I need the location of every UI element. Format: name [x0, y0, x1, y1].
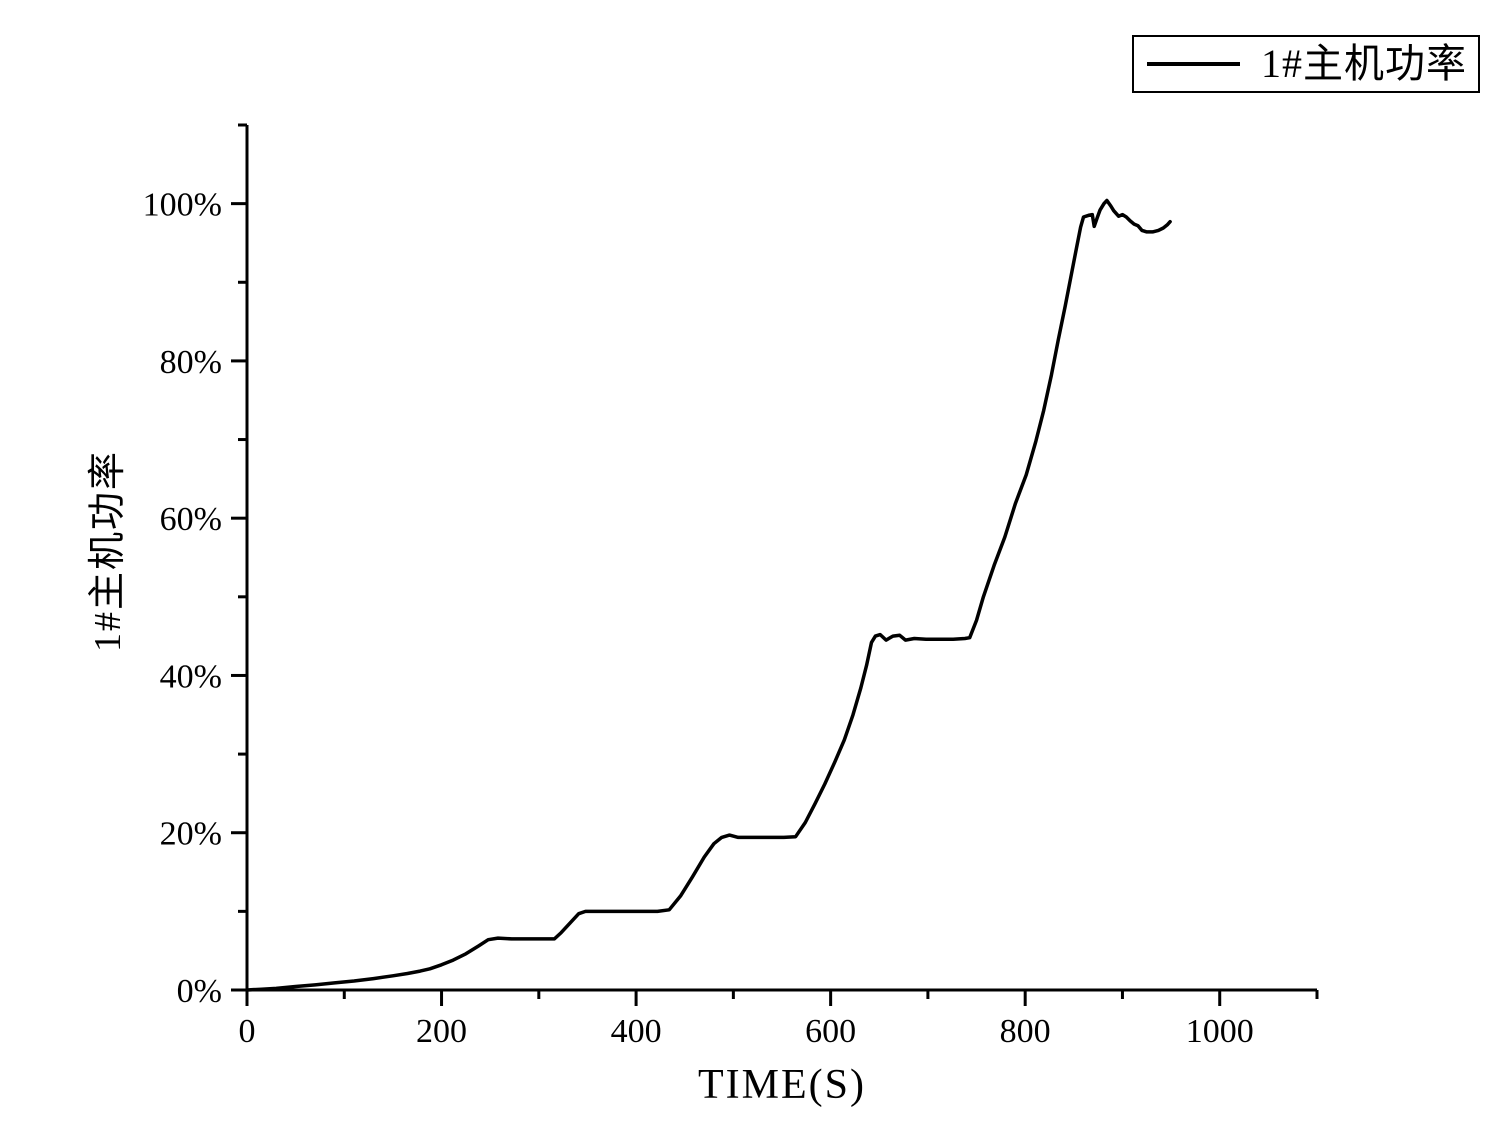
x-axis-title: TIME(S): [698, 1062, 866, 1108]
legend[interactable]: 1#主机功率: [1132, 35, 1480, 93]
y-tick-label: 40%: [160, 658, 222, 695]
y-tick-label: 0%: [177, 973, 222, 1010]
legend-label: 1#主机功率: [1261, 41, 1467, 86]
x-tick-label: 200: [416, 1013, 467, 1050]
y-tick-label: 100%: [143, 187, 222, 224]
x-tick-label: 600: [805, 1013, 856, 1050]
y-tick-label: 20%: [160, 816, 222, 853]
x-tick-label: 800: [1000, 1013, 1051, 1050]
y-axis-title: 1#主机功率: [87, 449, 129, 653]
legend-line-sample: [1147, 62, 1240, 66]
x-tick-label: 1000: [1186, 1013, 1254, 1050]
x-tick-label: 0: [239, 1013, 256, 1050]
series-line-1: [245, 198, 1172, 992]
y-tick-label: 60%: [160, 501, 222, 538]
x-tick-label: 400: [611, 1013, 662, 1050]
y-tick-label: 80%: [160, 344, 222, 381]
